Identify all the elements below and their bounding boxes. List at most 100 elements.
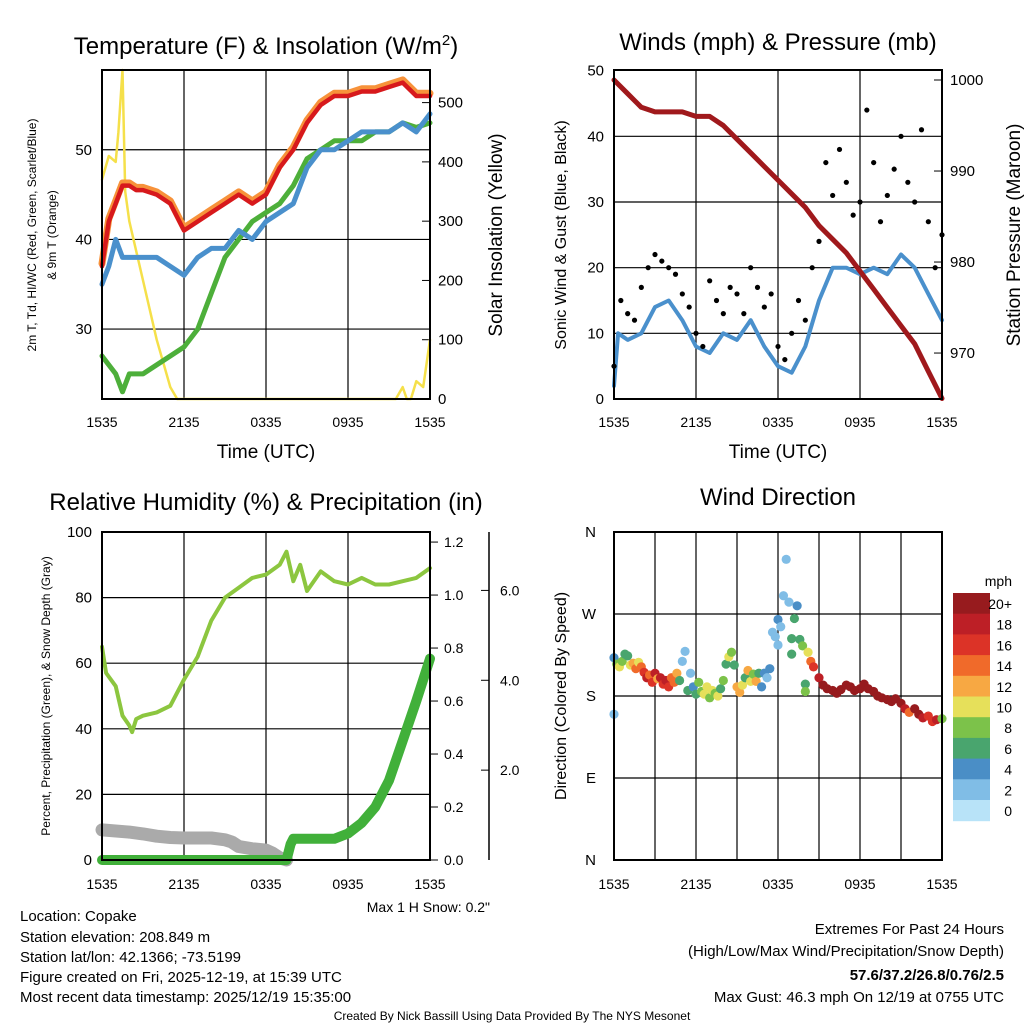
insolation-y-tick-label: 500: [438, 95, 463, 112]
gust-point: [789, 330, 795, 336]
percent-y-tick-label: 40: [75, 721, 92, 738]
wind-y-tick-label: 40: [587, 128, 604, 145]
gust-point: [720, 311, 726, 317]
direction-y-label: Direction (Colored By Speed): [553, 592, 570, 800]
snow-y-tick-label: 4.0: [500, 672, 520, 688]
wind-direction-point: [726, 647, 737, 657]
gust-point: [666, 265, 672, 271]
gust-point: [830, 192, 836, 199]
wind-y-tick-label: 30: [587, 194, 604, 211]
gust-point: [809, 265, 815, 271]
temp-y-tick-label: 50: [75, 142, 92, 159]
wind-direction-point: [677, 656, 687, 666]
x-tick-label: 1535: [598, 876, 629, 892]
gust-point: [707, 278, 713, 284]
extremes-values: 57.6/37.2/26.8/0.76/2.5: [850, 967, 1004, 984]
insolation-y-tick-label: 100: [438, 332, 463, 349]
gust-point: [864, 107, 870, 113]
legend-label: 0: [1004, 803, 1012, 819]
precip-y-tick-label: 0.4: [444, 746, 464, 762]
temperature-y-label-line1: 2m T, Td, HI/WC (Red, Green, Scarlet/Blu…: [25, 119, 39, 352]
x-tick-label: 0935: [332, 414, 363, 430]
insolation-y-tick-label: 400: [438, 154, 463, 171]
wind-y-tick-label: 20: [587, 260, 604, 277]
gust-point: [700, 343, 706, 350]
pressure-y-tick-label: 1000: [950, 72, 983, 89]
humidity-panel-title: Relative Humidity (%) & Precipitation (i…: [49, 489, 482, 516]
gust-point: [625, 311, 631, 317]
wind-direction-point: [792, 601, 802, 611]
direction-y-tick-label: N: [585, 524, 596, 541]
humidity-line: [100, 549, 432, 735]
winds-x-label: Time (UTC): [729, 442, 828, 463]
x-tick-label: 1535: [86, 414, 117, 430]
pressure-y-tick-label: 980: [950, 254, 975, 271]
direction-y-tick-label: N: [585, 852, 596, 869]
x-tick-label: 0335: [250, 876, 281, 892]
precipitation-line: [97, 653, 435, 865]
insolation-y-tick-label: 200: [438, 272, 463, 289]
x-tick-label: 1535: [598, 414, 629, 430]
x-tick-label: 1535: [86, 876, 117, 892]
extremes-title: Extremes For Past 24 Hours: [815, 921, 1004, 938]
gust-point: [871, 159, 877, 166]
wind-direction-point: [729, 660, 739, 670]
gust-point: [925, 219, 931, 225]
x-tick-label: 1535: [414, 414, 445, 430]
wind-direction-point: [787, 649, 797, 659]
direction-y-tick-label: E: [586, 770, 596, 787]
insolation-y-tick-label: 0: [438, 391, 446, 408]
gust-point: [618, 297, 624, 304]
legend-label: 14: [996, 658, 1012, 674]
station-pressure-line: [611, 77, 945, 401]
wind-direction-point: [778, 591, 789, 601]
legend-label: 16: [996, 637, 1012, 653]
gust-point: [761, 304, 767, 310]
precip-y-tick-label: 0.6: [444, 693, 464, 709]
precip-y-tick-label: 0.8: [444, 640, 464, 656]
wind-direction-point: [716, 684, 726, 694]
wind-direction-point: [789, 613, 800, 624]
x-tick-label: 2135: [680, 876, 711, 892]
gust-point: [672, 271, 679, 277]
wind-chill-line: [99, 111, 433, 287]
plot-frame: [101, 69, 431, 400]
temp-y-tick-label: 30: [75, 321, 92, 338]
legend-swatch: [953, 696, 990, 718]
direction-y-tick-label: S: [586, 688, 596, 705]
temperature-panel-title: Temperature (F) & Insolation (W/m2): [74, 32, 458, 60]
gust-point: [816, 238, 822, 244]
wind-direction-point: [800, 686, 810, 697]
snow-depth-line: [95, 823, 293, 867]
temperature-y-label-line2: & 9m T (Orange): [45, 190, 59, 280]
dewpoint-line: [99, 120, 433, 395]
legend-label: 8: [1004, 720, 1012, 736]
humidity-y-label: Percent, Precipitation (Green), & Snow D…: [39, 556, 53, 835]
wind-direction-point: [735, 687, 745, 697]
gust-point: [754, 284, 761, 290]
wind-direction-point: [784, 597, 794, 607]
wind-direction-point: [757, 682, 767, 692]
wind-direction-point: [721, 659, 731, 669]
percent-y-tick-label: 60: [75, 655, 92, 672]
x-tick-label: 0335: [250, 414, 281, 430]
wind-y-tick-label: 10: [587, 325, 604, 342]
plot-frame: [613, 69, 943, 400]
gust-point: [782, 356, 788, 363]
precip-y-tick-label: 0.2: [444, 799, 464, 815]
sonic-wind-line: [612, 252, 944, 388]
x-tick-label: 1535: [414, 876, 445, 892]
precip-y-tick-label: 0.0: [444, 852, 464, 868]
precip-y-tick-label: 1.0: [444, 587, 464, 603]
gust-point: [693, 330, 699, 336]
wind-direction-point: [680, 646, 690, 656]
x-tick-label: 1535: [926, 414, 957, 430]
gust-point: [734, 291, 740, 297]
gust-point: [843, 179, 849, 185]
wind-direction-point: [737, 680, 748, 690]
wind-direction-point: [787, 634, 797, 644]
wind-direction-point: [773, 640, 783, 650]
winds-panel-title: Winds (mph) & Pressure (mb): [619, 29, 936, 56]
legend-label: 6: [1004, 741, 1012, 757]
gust-point: [652, 251, 658, 258]
